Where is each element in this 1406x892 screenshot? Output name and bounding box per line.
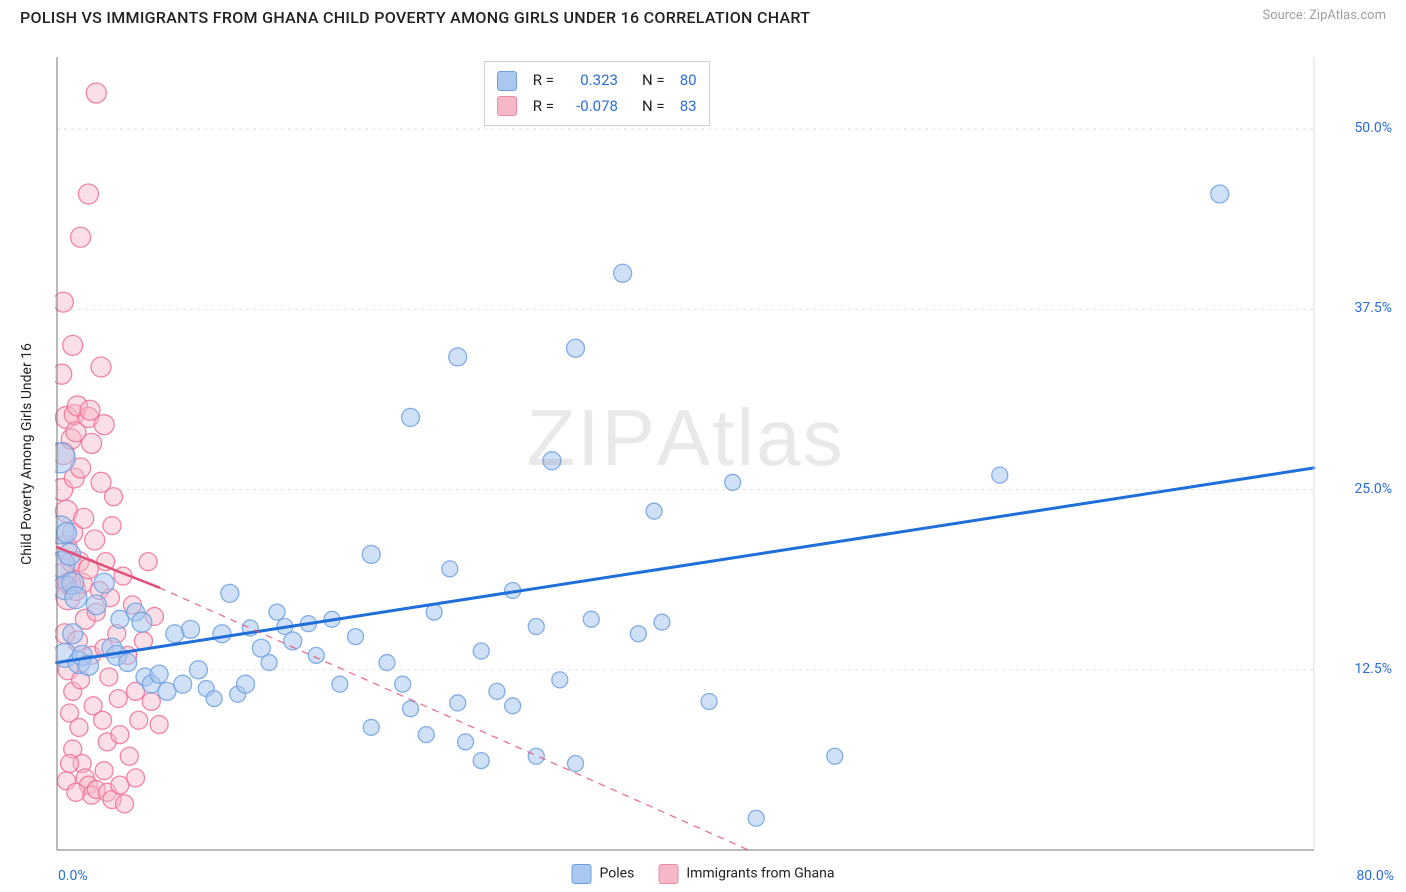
n-value: 83	[673, 94, 697, 120]
series-swatch-icon	[497, 96, 517, 116]
r-value: 0.323	[562, 68, 618, 94]
x-axis-right-label: 80.0%	[1356, 868, 1394, 884]
y-tick-label: 25.0%	[1354, 481, 1392, 497]
correlation-stats-box: R = 0.323 N = 80 R = -0.078 N = 83	[484, 61, 710, 126]
r-label: R =	[533, 94, 554, 120]
x-axis-left-label: 0.0%	[58, 868, 88, 884]
series-swatch-icon	[572, 864, 592, 884]
legend-item: Immigrants from Ghana	[658, 864, 834, 884]
y-tick-label: 50.0%	[1354, 120, 1392, 136]
scatter-svg	[55, 55, 1316, 852]
legend-item: Poles	[572, 864, 635, 884]
y-tick-label: 37.5%	[1354, 300, 1392, 316]
n-label: N =	[642, 94, 665, 120]
legend-label: Poles	[600, 866, 635, 882]
series-legend: Poles Immigrants from Ghana	[572, 864, 835, 884]
stats-row: R = 0.323 N = 80	[497, 68, 697, 94]
source-name: ZipAtlas.com	[1309, 8, 1386, 23]
legend-label: Immigrants from Ghana	[686, 866, 834, 882]
y-axis-label: Child Poverty Among Girls Under 16	[19, 343, 35, 565]
n-value: 80	[673, 68, 697, 94]
chart-title: POLISH VS IMMIGRANTS FROM GHANA CHILD PO…	[20, 8, 810, 27]
series-swatch-icon	[497, 71, 517, 91]
stats-row: R = -0.078 N = 83	[497, 94, 697, 120]
y-axis-label-container: Child Poverty Among Girls Under 16	[12, 55, 42, 852]
series-swatch-icon	[658, 864, 678, 884]
chart-plot-area: ZIPAtlas R =0.323N =80R =-0.078N =83	[55, 55, 1316, 852]
chart-header: POLISH VS IMMIGRANTS FROM GHANA CHILD PO…	[0, 0, 1406, 40]
source-label: Source: ZipAtlas.com	[1262, 8, 1386, 23]
n-label: N =	[642, 68, 665, 94]
r-label: R =	[533, 68, 554, 94]
source-prefix: Source:	[1262, 8, 1309, 23]
r-value: -0.078	[562, 94, 618, 120]
y-tick-label: 12.5%	[1354, 661, 1392, 677]
